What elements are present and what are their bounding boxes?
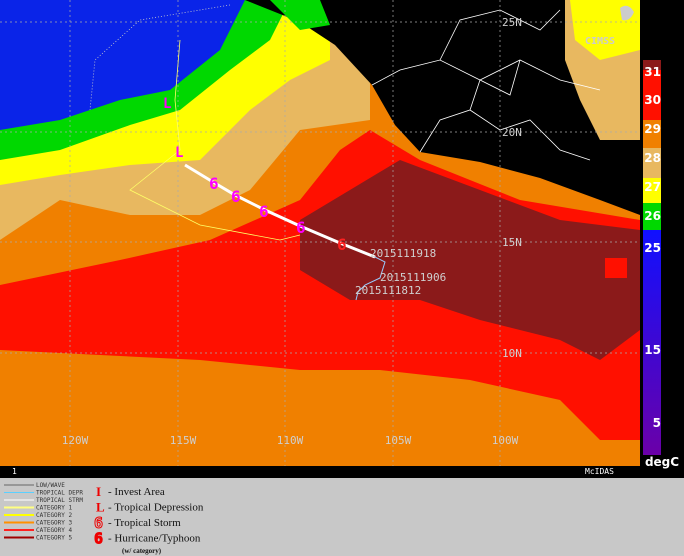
border	[469, 59, 521, 111]
legend-label: TROPICAL DEPR	[36, 490, 83, 497]
color-step	[643, 203, 661, 230]
sea-30	[605, 258, 627, 278]
track-label: 2015111906	[380, 271, 446, 284]
lat-label: 25N	[502, 16, 522, 29]
legend-symbol: L	[96, 500, 105, 515]
low-track	[89, 4, 231, 111]
colorbar-label: 31	[644, 65, 661, 79]
legend-symbol: 6	[94, 530, 103, 548]
legend-symbol-label: - Hurricane/Typhoon	[108, 533, 201, 545]
gulf-sea	[270, 0, 330, 30]
legend-label: CATEGORY 3	[36, 520, 73, 527]
legend-panel	[0, 478, 684, 556]
storm-track	[355, 256, 386, 301]
storm-symbol: 6	[231, 187, 241, 206]
legend-symbol: I	[96, 484, 101, 499]
storm-track	[184, 163, 376, 259]
legend-label: CATEGORY 2	[36, 512, 73, 519]
lat-label: 10N	[502, 347, 522, 360]
colorbar-label: 25	[644, 241, 661, 255]
map-labels: 25N 20N 15N 10N 120W 115W 110W 105W 100W 20151119…	[62, 16, 522, 447]
lon-label: 115W	[170, 434, 197, 447]
legend-symbol-label: - Tropical Storm	[108, 517, 181, 529]
colorbar-label: 30	[644, 93, 661, 107]
colorbar: degC 31 30 29 28 27 26 25 15 5	[643, 60, 679, 469]
color-step	[643, 178, 661, 203]
colorbar-label: 28	[644, 151, 661, 165]
status-bar	[0, 466, 640, 476]
track-label: 2015111812	[355, 284, 421, 297]
depression-symbol: L	[175, 145, 183, 161]
source-label: McIDAS	[585, 467, 614, 476]
legend-symbol: 6	[94, 514, 103, 532]
land	[245, 0, 640, 215]
track-label: 2015111918	[370, 247, 436, 260]
lat-label: 15N	[502, 236, 522, 249]
legend-label: CATEGORY 5	[36, 535, 73, 542]
lon-label: 110W	[277, 434, 304, 447]
frame-label: 1	[12, 467, 17, 476]
sea-25	[0, 0, 245, 130]
color-step	[643, 230, 661, 455]
sea-31	[300, 160, 640, 360]
legend-label: CATEGORY 4	[36, 527, 73, 534]
sst-map: L L 6 6 6 6 6 25N 20N 15N 10N 120W 115W 110W 10…	[0, 0, 640, 466]
legend-label: TROPICAL STRM	[36, 497, 83, 504]
lon-label: 105W	[385, 434, 412, 447]
color-step	[643, 120, 661, 148]
hurricane-symbols: 6 6 6 6	[209, 174, 306, 237]
lat-label: 20N	[502, 126, 522, 139]
legend-symbol-label: - Tropical Depression	[108, 502, 204, 514]
color-step	[643, 70, 661, 120]
storm-symbol: 6	[209, 174, 219, 193]
storm-symbol: 6	[337, 235, 347, 254]
lon-label: 100W	[492, 434, 519, 447]
colorbar-label: 27	[644, 180, 661, 194]
colorbar-label: 29	[644, 122, 661, 136]
storm-symbol: 6	[296, 218, 306, 237]
colorbar-unit: degC	[645, 455, 679, 469]
track: L L 6 6 6 6 6	[89, 4, 386, 301]
depression-symbol: L	[163, 96, 171, 112]
colorbar-label: 5	[653, 416, 661, 430]
logo-icon	[620, 5, 634, 21]
colorbar-label: 15	[644, 343, 661, 357]
color-step	[643, 148, 661, 178]
storm-symbol: 6	[259, 202, 269, 221]
legend-note: (w/ category)	[122, 547, 162, 555]
wind-radii	[129, 39, 301, 241]
color-step	[643, 60, 661, 70]
legend-label: CATEGORY 1	[36, 505, 73, 512]
legend-label: LOW/WAVE	[36, 482, 65, 489]
lon-label: 120W	[62, 434, 89, 447]
legend-symbol-label: - Invest Area	[108, 486, 165, 498]
grid	[0, 0, 640, 466]
colorbar-label: 26	[644, 209, 661, 223]
logo: CIMSS	[585, 36, 615, 47]
